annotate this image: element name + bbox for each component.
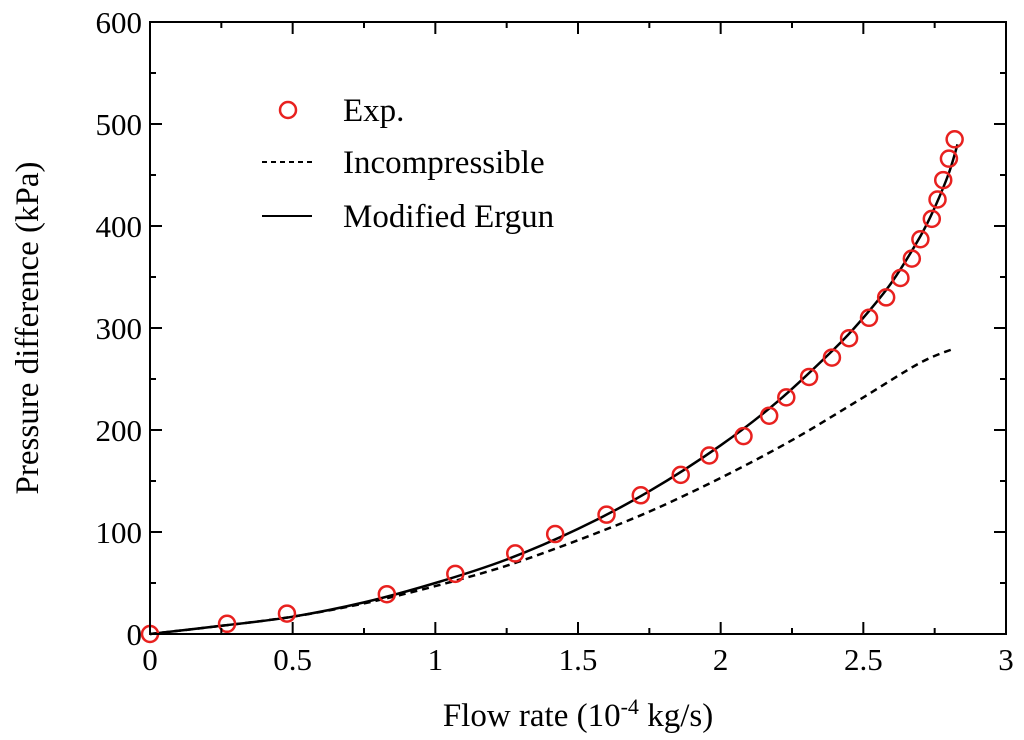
- exp-data-point: [217, 614, 237, 634]
- y-tick-label: 200: [96, 413, 143, 448]
- plot-area: [140, 130, 964, 644]
- legend: Exp. Incompressible Modified Ergun: [262, 93, 554, 235]
- exp-data-point: [377, 584, 397, 604]
- legend-label-exp: Exp.: [343, 93, 404, 129]
- series-line-incompressible: [149, 347, 956, 636]
- y-axis-title: Pressure difference (kPa): [10, 162, 46, 495]
- exp-data-point: [734, 426, 753, 446]
- exp-data-point: [859, 308, 879, 328]
- x-tick-label: 0.5: [273, 642, 312, 677]
- exp-data-point: [671, 465, 690, 485]
- exp-data-point: [759, 406, 779, 425]
- exp-data-point: [876, 288, 896, 307]
- exp-data-point: [911, 230, 930, 249]
- y-tick-label: 300: [96, 311, 143, 346]
- x-axis-title: Flow rate (10-4 kg/s): [443, 694, 713, 734]
- exp-data-point: [446, 564, 465, 584]
- exp-data-point: [891, 268, 910, 288]
- exp-data-point: [597, 505, 616, 524]
- y-tick-label: 100: [96, 515, 143, 550]
- exp-data-point: [277, 604, 297, 623]
- exp-data-point: [505, 544, 525, 563]
- series-line-modified-ergun: [149, 144, 959, 636]
- exp-data-point: [928, 190, 947, 209]
- legend-marker-exp: [278, 100, 298, 120]
- exp-data-point: [839, 328, 859, 348]
- x-tick-label: 1.5: [559, 642, 598, 677]
- exp-data-point: [939, 149, 959, 168]
- x-tick-label: 3: [998, 642, 1014, 677]
- legend-label-incompressible: Incompressible: [343, 145, 545, 181]
- y-tick-label: 0: [127, 617, 143, 652]
- x-tick-label: 2.5: [844, 642, 883, 677]
- x-tick-label: 0: [142, 642, 158, 677]
- y-tick-label: 400: [96, 209, 143, 244]
- y-tick-label: 600: [96, 5, 143, 40]
- exp-data-point: [933, 170, 953, 190]
- x-tick-label: 1: [428, 642, 444, 677]
- y-tick-label: 500: [96, 107, 143, 142]
- x-tick-label: 2: [713, 642, 729, 677]
- exp-data-point: [822, 348, 842, 367]
- axis-ticks: 0 0.5 1 1.5 2 2.5 3 0 100 200 300 400 500 600: [96, 5, 1014, 677]
- exp-data-point: [545, 524, 565, 544]
- exp-data-point: [902, 249, 922, 268]
- exp-data-point: [922, 209, 942, 229]
- exp-data-point: [777, 388, 796, 407]
- exp-data-point: [945, 130, 964, 149]
- exp-data-point: [799, 367, 819, 387]
- legend-label-modified-ergun: Modified Ergun: [343, 199, 554, 235]
- exp-data-point: [700, 446, 719, 465]
- exp-data-point: [631, 486, 651, 505]
